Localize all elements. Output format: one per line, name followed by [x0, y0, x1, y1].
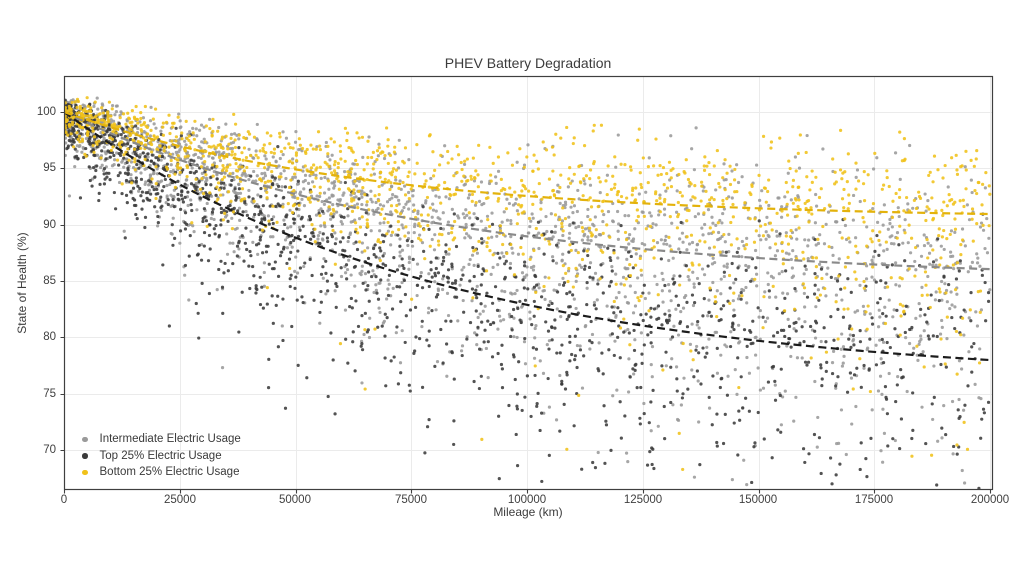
x-tick-label: 125000: [623, 494, 663, 506]
x-axis-label: Mileage (km): [493, 505, 563, 519]
x-tick-label: 25000: [164, 494, 196, 506]
legend-item-bottom25: Bottom 25% Electric Usage: [82, 464, 241, 481]
y-tick-label: 75: [43, 388, 56, 400]
x-tick-label: 175000: [854, 494, 894, 506]
y-tick-label: 90: [43, 219, 56, 231]
legend-marker-icon: [82, 453, 88, 459]
legend-marker-icon: [82, 469, 88, 475]
x-tick-label: 50000: [279, 494, 311, 506]
legend-label: Top 25% Electric Usage: [99, 449, 222, 462]
x-tick-label: 0: [60, 494, 68, 506]
legend-label: Intermediate Electric Usage: [99, 433, 241, 446]
legend-item-intermediate: Intermediate Electric Usage: [82, 431, 241, 448]
legend-label: Bottom 25% Electric Usage: [99, 466, 240, 479]
legend: Intermediate Electric Usage Top 25% Elec…: [82, 431, 241, 481]
x-tick-label: 75000: [395, 494, 427, 506]
y-tick-label: 95: [43, 162, 56, 174]
x-tick-label: 100000: [507, 494, 547, 506]
x-tick-label: 150000: [738, 494, 778, 506]
legend-marker-icon: [82, 436, 88, 442]
x-tick-label: 200000: [970, 494, 1010, 506]
y-tick-label: 100: [36, 106, 56, 118]
y-tick-label: 70: [43, 444, 56, 456]
y-tick-label: 80: [43, 331, 56, 343]
chart-title: PHEV Battery Degradation: [444, 55, 612, 71]
legend-item-top25: Top 25% Electric Usage: [82, 448, 241, 465]
y-tick-label: 85: [43, 275, 56, 287]
